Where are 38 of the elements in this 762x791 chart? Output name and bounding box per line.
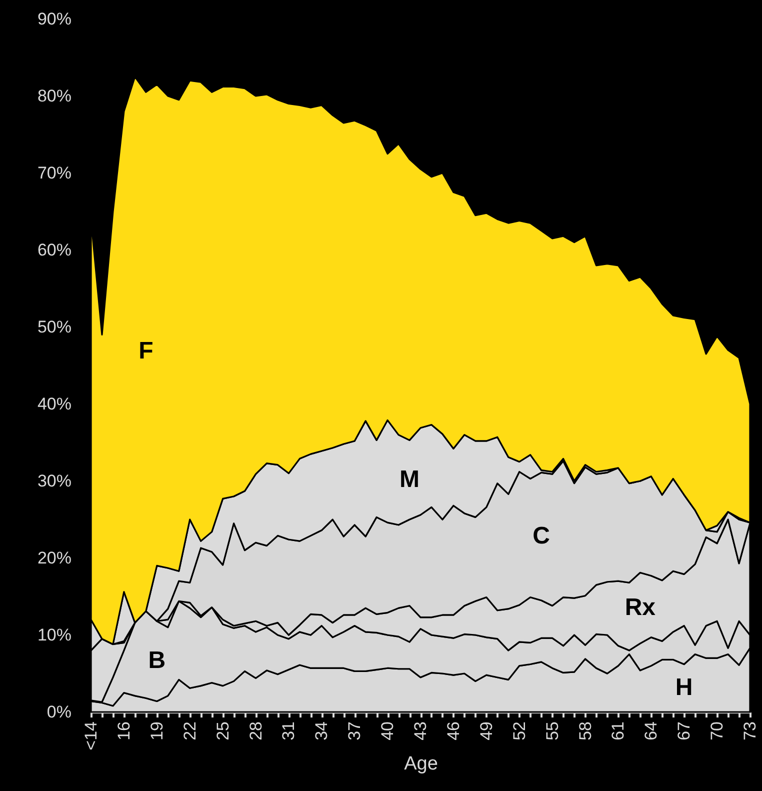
x-tick-label: 43 [411,722,430,740]
series-label: M [400,466,420,493]
y-tick-label: 80% [37,86,72,106]
x-tick-label: 40 [378,722,398,740]
x-tick-label: 16 [114,722,134,740]
x-tick-label: <14 [82,722,100,750]
series-label: H [675,674,693,702]
series-label: B [148,647,166,674]
y-tick-label: 20% [37,548,72,568]
series-label: Rx [624,594,656,622]
y-tick-label: 90% [37,10,72,28]
x-tick-label: 61 [608,722,628,740]
x-tick-label: 70 [708,722,727,740]
x-tick-label: 58 [576,722,595,740]
y-tick-label: 60% [37,240,72,260]
x-tick-label: 46 [444,722,463,740]
y-tick-label: 70% [37,164,72,182]
series-label: F [138,338,154,365]
x-tick-label: 49 [476,722,496,740]
y-tick-label: 0% [46,702,72,722]
x-tick-label: 22 [180,722,200,740]
x-axis-title: Age [404,753,438,774]
x-tick-label: 67 [674,722,694,740]
x-tick-label: 73 [740,722,760,740]
x-tick-label: 19 [147,722,166,740]
series-label: C [532,522,550,550]
y-tick-label: 50% [37,318,72,336]
x-tick-label: 37 [345,722,364,740]
x-tick-label: 34 [312,722,332,740]
x-tick-label: 28 [246,722,266,740]
x-tick-label: 52 [510,722,529,740]
y-tick-label: 40% [37,394,72,414]
x-tick-label: 31 [279,722,298,740]
y-tick-label: 10% [37,626,72,644]
x-tick-label: 55 [542,722,562,740]
x-tick-label: 64 [642,722,661,740]
y-tick-label: 30% [37,472,72,490]
x-tick-label: 25 [213,722,232,740]
